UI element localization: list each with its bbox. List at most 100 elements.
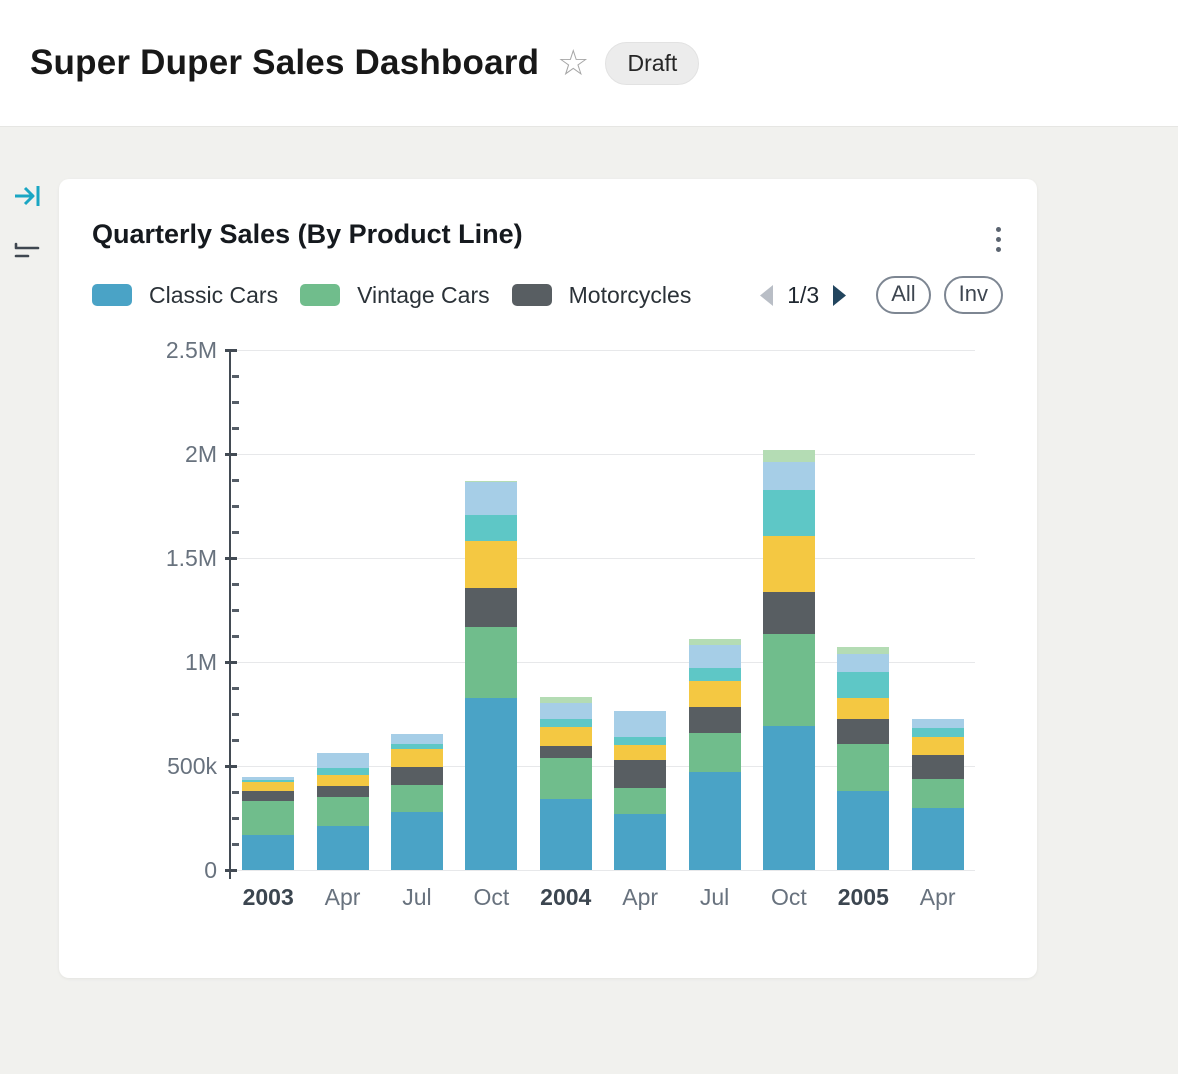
x-tick-label: Jul	[402, 884, 432, 910]
bar-segment-motorcycles	[242, 791, 295, 802]
bar-segment-vintage-cars	[242, 801, 295, 835]
bar-slot	[231, 350, 305, 870]
bar-apr-5[interactable]	[614, 711, 667, 870]
y-major-tick	[225, 557, 237, 560]
chart-title: Quarterly Sales (By Product Line)	[92, 219, 523, 249]
bar-segment-series-5	[390, 744, 443, 750]
y-minor-tick	[232, 687, 239, 690]
bar-segment-series-4	[390, 749, 443, 768]
y-minor-tick	[232, 505, 239, 508]
legend-label: Motorcycles	[568, 281, 692, 308]
app-header: Super Duper Sales Dashboard ☆ Draft	[0, 0, 1178, 127]
x-tick-label: 2004	[540, 884, 592, 910]
bar-segment-series-5	[242, 779, 295, 783]
plot-area	[225, 349, 975, 879]
legend-item-classic-cars[interactable]: Classic Cars	[92, 282, 278, 309]
bar-segment-series-7	[688, 638, 741, 645]
bar-slot	[826, 350, 900, 870]
y-tick-label: 2.5M	[165, 337, 217, 363]
bar-segment-vintage-cars	[911, 778, 964, 808]
bar-segment-series-6	[316, 753, 369, 769]
x-tick-label: Jul	[699, 884, 730, 910]
bar-segment-series-6	[242, 777, 295, 780]
y-minor-tick	[232, 479, 239, 482]
bar-segment-series-4	[762, 536, 815, 593]
bar-slot	[380, 350, 454, 870]
y-major-tick	[225, 453, 237, 456]
legend-swatch	[300, 284, 341, 306]
bar-segment-series-7	[465, 480, 518, 482]
y-major-tick	[225, 765, 237, 768]
bar-segment-motorcycles	[316, 786, 369, 798]
bar-segment-vintage-cars	[539, 758, 592, 800]
y-minor-tick	[232, 713, 239, 716]
pager-next-icon[interactable]	[829, 282, 850, 309]
y-major-tick	[225, 349, 237, 352]
bar-2005-8[interactable]	[837, 647, 890, 870]
bar-segment-motorcycles	[688, 706, 741, 733]
bar-segment-vintage-cars	[762, 634, 815, 726]
gridline	[231, 558, 975, 559]
legend-item-motorcycles[interactable]: Motorcycles	[511, 281, 692, 309]
x-tick-label: 2003	[242, 884, 294, 910]
bar-slot	[678, 350, 752, 870]
pager-prev-icon[interactable]	[756, 282, 777, 309]
y-tick-label: 1M	[185, 649, 217, 675]
x-tick-label: Apr	[919, 884, 956, 910]
bar-2004-4[interactable]	[539, 697, 592, 870]
bar-segment-motorcycles	[465, 588, 518, 628]
x-tick-label: Apr	[324, 884, 361, 910]
bar-2003-0[interactable]	[242, 777, 295, 870]
inv-button[interactable]: Inv	[943, 276, 1003, 314]
bar-segment-series-6	[614, 711, 667, 737]
y-minor-tick	[232, 427, 239, 430]
bar-apr-1[interactable]	[316, 753, 369, 870]
y-minor-tick	[232, 531, 239, 534]
bar-slot	[454, 350, 528, 870]
bar-oct-3[interactable]	[465, 480, 518, 870]
bar-segment-series-6	[837, 653, 890, 672]
legend-label: Classic Cars	[149, 281, 279, 308]
bar-slot	[306, 350, 380, 870]
collapse-panel-icon[interactable]	[12, 183, 42, 214]
all-button[interactable]: All	[876, 276, 931, 314]
bar-segment-series-6	[911, 719, 964, 729]
bar-segment-classic-cars	[539, 799, 592, 870]
bar-segment-series-4	[614, 745, 667, 760]
bar-segment-series-4	[688, 680, 741, 707]
legend-swatch	[92, 284, 132, 306]
stacked-bar-chart: 2003 Apr Jul Oct 2004 Apr Jul Oct 2005 Apr 0 500k 1…	[92, 337, 1003, 950]
bar-segment-series-4	[911, 736, 964, 756]
bar-segment-series-5	[539, 719, 592, 727]
x-tick-label: 2005	[837, 884, 889, 910]
bar-segment-series-6	[688, 644, 741, 669]
side-toolbar	[12, 183, 42, 265]
filter-icon[interactable]	[13, 242, 41, 265]
bar-segment-motorcycles	[762, 592, 815, 635]
bar-slot	[603, 350, 677, 870]
status-badge: Draft	[605, 41, 700, 85]
bar-slot	[752, 350, 826, 870]
bar-segment-series-5	[614, 736, 667, 746]
star-icon[interactable]: ☆	[557, 42, 590, 83]
gridline	[231, 350, 975, 351]
bar-jul-6[interactable]	[688, 638, 741, 870]
bar-jul-2[interactable]	[390, 734, 443, 870]
x-tick-label: Apr	[622, 884, 659, 910]
bar-segment-series-7	[539, 697, 592, 704]
bar-segment-classic-cars	[837, 791, 890, 870]
legend-label: Vintage Cars	[357, 281, 490, 308]
bar-oct-7[interactable]	[762, 450, 815, 870]
kebab-menu-icon[interactable]	[992, 223, 1005, 256]
y-minor-tick	[232, 791, 239, 794]
y-minor-tick	[232, 817, 239, 820]
bar-segment-vintage-cars	[390, 785, 443, 812]
bar-segment-series-6	[762, 461, 815, 491]
bar-segment-series-5	[837, 672, 890, 698]
bar-segment-series-4	[242, 782, 295, 792]
bar-apr-9[interactable]	[911, 719, 964, 870]
bar-segment-classic-cars	[762, 725, 815, 870]
legend-item-vintage-cars[interactable]: Vintage Cars	[300, 282, 490, 309]
bar-segment-series-7	[837, 647, 890, 654]
bar-segment-series-5	[762, 490, 815, 537]
